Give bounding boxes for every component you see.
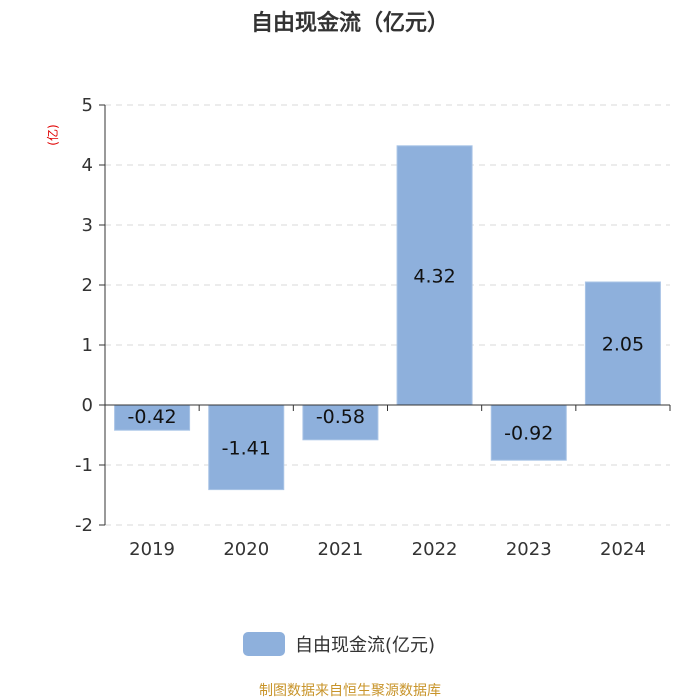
bar-2019[interactable] [114, 404, 191, 431]
bar-2024[interactable] [584, 281, 661, 406]
data-label-2023: -0.92 [504, 423, 553, 445]
y-tick-label: -1 [75, 455, 93, 476]
legend-swatch [243, 632, 285, 656]
x-tick-label: 2022 [412, 539, 458, 560]
y-tick-label: 3 [82, 215, 93, 236]
data-label-2019: -0.42 [127, 406, 176, 428]
bar-2022[interactable] [396, 145, 473, 406]
x-tick-label: 2024 [600, 539, 646, 560]
data-label-2024: 2.05 [602, 334, 644, 356]
x-tick-label: 2019 [129, 539, 175, 560]
legend[interactable]: 自由现金流(亿元) [243, 632, 435, 656]
data-label-2022: 4.32 [413, 265, 455, 287]
axes: 5 4 3 2 1 0 -1 -2 2019 2020 2021 2022 2023 2024 [75, 95, 671, 560]
bar-2023[interactable] [490, 404, 567, 461]
x-tick-label: 2020 [223, 539, 269, 560]
legend-label: 自由现金流(亿元) [295, 635, 435, 656]
bar-2020[interactable] [208, 404, 285, 491]
data-label-2020: -1.41 [222, 437, 271, 459]
data-labels: -0.42 -1.41 -0.58 4.32 -0.92 2.05 [127, 265, 644, 459]
x-tick-label: 2023 [506, 539, 552, 560]
y-tick-label: 4 [82, 155, 93, 176]
y-tick-label: -2 [75, 515, 93, 536]
y-tick-label: 2 [82, 275, 93, 296]
y-tick-label: 5 [82, 95, 93, 116]
chart-title: 自由现金流（亿元） [251, 10, 449, 36]
y-axis-label: (亿) [45, 124, 60, 145]
data-source-note: 制图数据来自恒生聚源数据库 [259, 683, 441, 699]
y-tick-label: 1 [82, 335, 93, 356]
bars [114, 145, 661, 491]
y-tick-label: 0 [82, 395, 93, 416]
x-tick-label: 2021 [318, 539, 364, 560]
data-label-2021: -0.58 [316, 406, 365, 428]
